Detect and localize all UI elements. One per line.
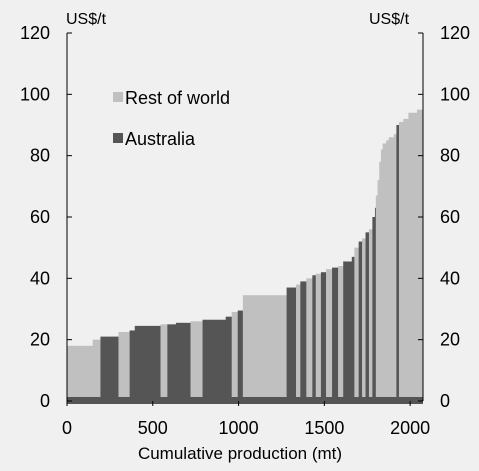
bar-rest-of-world-31 <box>368 229 373 401</box>
bar-rest-of-world-24 <box>338 266 344 401</box>
bar-australia-32 <box>372 217 376 401</box>
bar-rest-of-world-18 <box>306 278 313 401</box>
right-axis-unit: US$/t <box>369 11 410 28</box>
left-axis-unit: US$/t <box>66 11 107 28</box>
bar-australia-4 <box>129 330 136 401</box>
x-tick-labels: 0 500 1000 1500 2000 <box>62 418 430 438</box>
x-axis-label: Cumulative production (mt) <box>138 444 342 463</box>
bar-rest-of-world-16 <box>296 284 301 401</box>
x-tick-label: 0 <box>62 418 72 438</box>
bar-group <box>67 109 424 402</box>
bar-rest-of-world-29 <box>362 238 366 401</box>
bar-australia-23 <box>332 267 339 401</box>
bar-rest-of-world-14 <box>242 295 287 401</box>
bar-rest-of-world-1 <box>92 339 101 401</box>
bar-rest-of-world-35 <box>377 180 380 401</box>
bar-rest-of-world-12 <box>231 312 238 401</box>
bar-australia-2 <box>100 336 119 401</box>
left-y-tick-label: 60 <box>30 207 50 227</box>
bar-rest-of-world-38 <box>382 143 387 401</box>
bar-australia-8 <box>175 322 191 401</box>
bar-rest-of-world-0 <box>67 345 94 401</box>
bar-rest-of-world-39 <box>386 140 389 401</box>
right-y-tick-label: 20 <box>440 330 460 350</box>
bar-rest-of-world-45 <box>408 112 418 401</box>
left-y-tick-label: 40 <box>30 268 50 288</box>
right-y-tick-label: 60 <box>440 207 460 227</box>
bar-australia-26 <box>351 256 355 401</box>
x-tick-label: 2000 <box>390 418 430 438</box>
axis-lines <box>66 32 424 406</box>
bar-rest-of-world-27 <box>354 247 359 401</box>
x-tick-label: 500 <box>138 418 168 438</box>
bar-australia-11 <box>225 316 232 401</box>
bar-australia-5 <box>134 325 161 401</box>
bar-australia-19 <box>312 275 317 401</box>
legend-label-rest-of-world: Rest of world <box>125 88 230 108</box>
bar-rest-of-world-41 <box>393 134 397 401</box>
left-y-tick-label: 80 <box>30 146 50 166</box>
left-y-tick-labels: 0 20 40 60 80 100 120 <box>20 23 50 411</box>
bar-australia-21 <box>320 272 327 401</box>
bar-rest-of-world-9 <box>190 321 203 401</box>
bar-rest-of-world-37 <box>380 149 383 401</box>
bar-rest-of-world-46 <box>417 109 424 402</box>
x-tick-label: 1000 <box>219 418 259 438</box>
right-y-tick-label: 120 <box>440 23 470 43</box>
bar-australia-13 <box>237 310 244 401</box>
legend-swatch-australia <box>113 133 123 143</box>
left-y-tick-label: 0 <box>40 391 50 411</box>
bar-australia-17 <box>300 281 307 401</box>
x-tick-label: 1500 <box>304 418 344 438</box>
left-y-tick-label: 120 <box>20 23 50 43</box>
bar-rest-of-world-34 <box>375 195 378 401</box>
bar-rest-of-world-40 <box>388 137 395 401</box>
bar-australia-7 <box>167 324 177 401</box>
right-y-tick-label: 80 <box>440 146 460 166</box>
bar-rest-of-world-3 <box>118 332 130 401</box>
bar-rest-of-world-22 <box>326 269 333 401</box>
bar-rest-of-world-6 <box>160 324 168 401</box>
bar-rest-of-world-44 <box>403 118 409 402</box>
bar-rest-of-world-20 <box>315 273 322 401</box>
x-axis-base-band <box>67 397 423 404</box>
legend: Rest of world Australia <box>113 88 230 149</box>
legend-label-australia: Australia <box>125 129 196 149</box>
right-y-tick-label: 0 <box>440 391 450 411</box>
right-y-tick-labels: 0 20 40 60 80 100 120 <box>440 23 470 411</box>
bar-rest-of-world-36 <box>379 161 382 401</box>
bar-australia-10 <box>202 319 226 401</box>
right-y-tick-label: 40 <box>440 268 460 288</box>
bar-australia-30 <box>365 232 370 401</box>
bar-australia-33 <box>374 207 377 401</box>
bar-australia-28 <box>358 241 363 401</box>
bar-australia-42 <box>396 125 400 401</box>
bar-rest-of-world-43 <box>398 121 404 402</box>
bar-australia-15 <box>286 287 297 401</box>
left-y-tick-label: 20 <box>30 330 50 350</box>
left-y-tick-label: 100 <box>20 84 50 104</box>
bar-australia-25 <box>343 261 353 401</box>
right-y-tick-label: 100 <box>440 84 470 104</box>
legend-swatch-rest-of-world <box>113 92 123 102</box>
